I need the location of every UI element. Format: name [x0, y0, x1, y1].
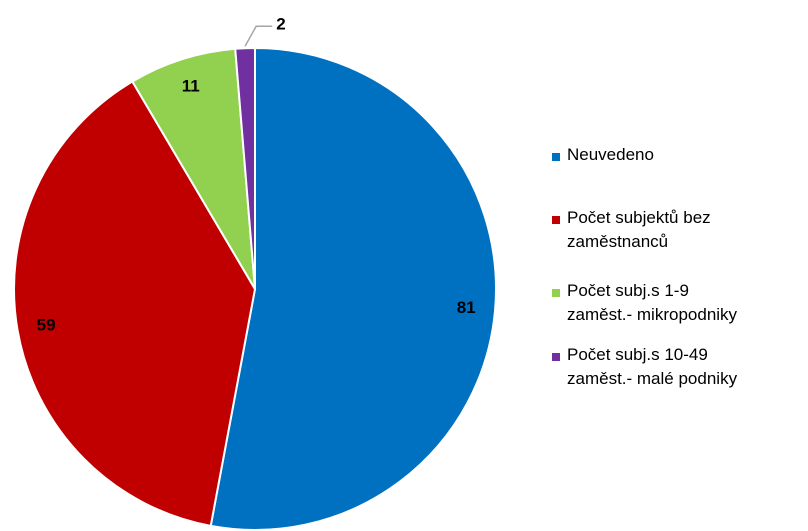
pie-slice [234, 46, 256, 290]
legend-label: Počet subjektů bez zaměstnanců [567, 208, 711, 251]
data-label: 11 [182, 76, 200, 95]
legend-swatch [552, 353, 560, 361]
legend-item: Neuvedeno [552, 145, 654, 167]
legend-item: Počet subj.s 1-9 zaměst.- mikropodniky [552, 281, 737, 327]
pie-slice [209, 46, 497, 531]
legend-swatch [552, 216, 560, 224]
leader-line [244, 25, 273, 47]
legend-item: Počet subj.s 10-49 zaměst.- malé podniky [552, 345, 737, 391]
data-label: 59 [37, 315, 56, 334]
pie-slice [130, 47, 256, 290]
pie-slice [13, 80, 257, 528]
legend-label: Počet subj.s 1-9 zaměst.- mikropodniky [567, 281, 738, 324]
legend-swatch [552, 153, 560, 161]
legend-swatch [552, 289, 560, 297]
data-label: 81 [457, 298, 476, 317]
legend-item: Počet subjektů bez zaměstnanců [552, 208, 711, 254]
legend-label: Počet subj.s 10-49 zaměst.- malé podniky [567, 345, 738, 388]
legend-label: Neuvedeno [567, 145, 654, 164]
data-label: 2 [276, 15, 285, 34]
